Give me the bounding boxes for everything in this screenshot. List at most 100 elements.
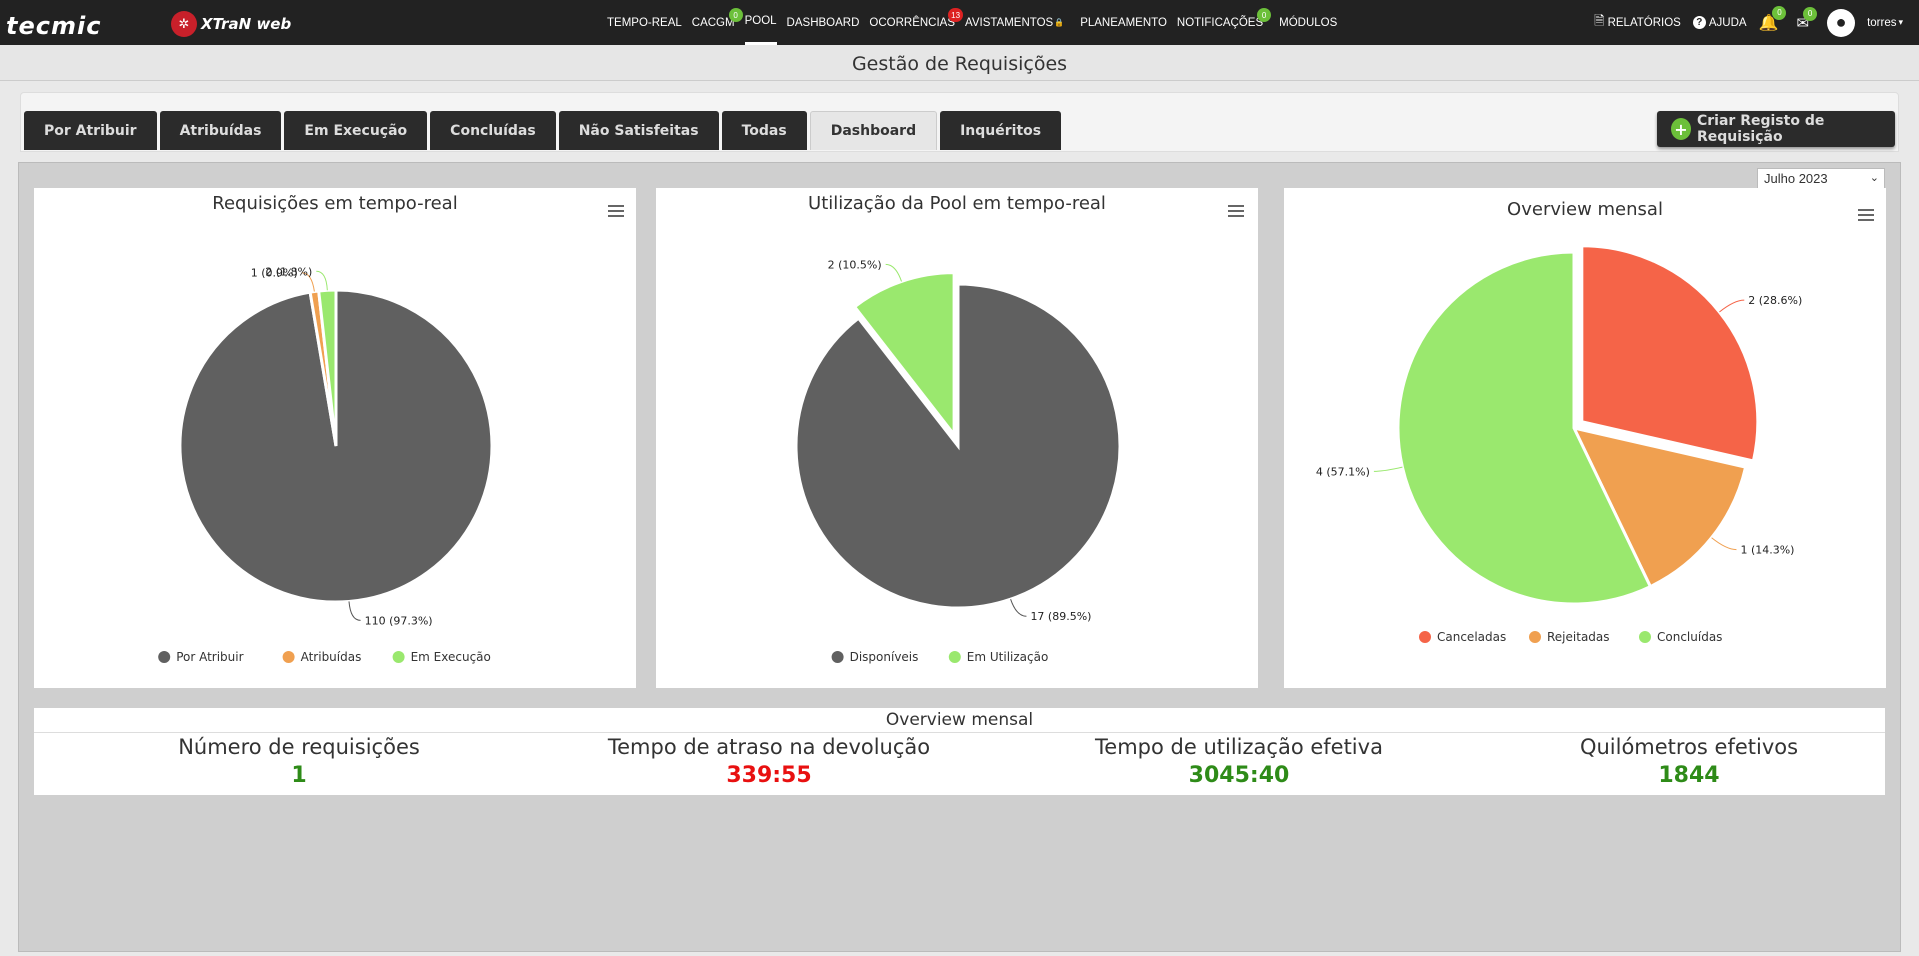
document-icon: 🗎 bbox=[1594, 12, 1605, 28]
ocorrencias-count-badge: 13 bbox=[948, 8, 964, 22]
pie-slice[interactable] bbox=[1571, 425, 1748, 589]
chevron-down-icon: ▾ bbox=[1898, 17, 1903, 27]
main-nav: TEMPO-REAL CACGM 0 POOL DASHBOARD OCORRÊN… bbox=[607, 0, 1347, 45]
data-label-connector bbox=[1719, 299, 1745, 313]
legend-marker[interactable] bbox=[1529, 631, 1541, 643]
bell-count-badge: 0 bbox=[1772, 5, 1787, 20]
user-avatar-icon: ● bbox=[1827, 8, 1856, 37]
legend-marker[interactable] bbox=[1639, 631, 1651, 643]
chart-menu-icon[interactable] bbox=[608, 205, 624, 217]
metric-value: 339:55 bbox=[726, 763, 812, 788]
pie-slice[interactable] bbox=[1396, 250, 1653, 606]
legend-item[interactable]: Concluídas bbox=[1657, 630, 1722, 644]
legend-marker[interactable] bbox=[282, 651, 295, 663]
tab-nao-satisfeitas[interactable]: Não Satisfeitas bbox=[558, 111, 719, 150]
nav-item-notificacoes[interactable]: NOTIFICAÇÕES 0 bbox=[1177, 0, 1272, 45]
legend-marker[interactable] bbox=[831, 651, 844, 663]
nav-item-ocorrencias[interactable]: OCORRÊNCIAS 13 bbox=[869, 0, 964, 45]
summary-title: Overview mensal bbox=[34, 708, 1885, 733]
bell-icon: 🔔 bbox=[1758, 14, 1779, 32]
data-label: 1 (0.9%) bbox=[251, 267, 298, 280]
chart-card-overview: Overview mensal 2 (28.6%) 1 (14.3%) 4 (57.… bbox=[1284, 188, 1886, 688]
data-label: 2 (10.5%) bbox=[828, 258, 882, 271]
data-label-connector bbox=[301, 272, 315, 292]
nav-right: 🗎 RELATÓRIOS ? AJUDA 🔔 0 ✉ 0 ● torres ▾ bbox=[1582, 0, 1903, 45]
legend-marker[interactable] bbox=[948, 651, 961, 663]
chart-card-requisicoes: Requisições em tempo-real 110 (97.3%) 1 (… bbox=[34, 188, 636, 688]
tab-dashboard[interactable]: Dashboard bbox=[809, 111, 938, 150]
chart-svg: 2 (28.6%) 1 (14.3%) 4 (57.1%) Canceladas Rej… bbox=[1316, 244, 1802, 644]
pie-slice[interactable] bbox=[1580, 244, 1760, 463]
legend-marker[interactable] bbox=[1419, 631, 1431, 643]
metric-label: Quilómetros efetivos bbox=[1579, 735, 1799, 759]
legend-item[interactable]: Atribuídas bbox=[301, 650, 362, 664]
nav-item-planeamento[interactable]: PLANEAMENTO bbox=[1080, 16, 1167, 29]
tab-concluidas[interactable]: Concluídas bbox=[430, 111, 556, 150]
pie-slice[interactable] bbox=[317, 288, 338, 447]
tab-inqueritos[interactable]: Inquéritos bbox=[940, 111, 1062, 150]
chart-title: Overview mensal bbox=[1507, 199, 1663, 220]
data-label: 1 (14.3%) bbox=[1740, 544, 1794, 557]
user-menu[interactable]: ● torres ▾ bbox=[1827, 8, 1903, 37]
metric-tempo-atraso: Tempo de atraso na devolução 339:55 bbox=[549, 735, 989, 788]
month-select[interactable]: Julho 2023 ⌄ bbox=[1757, 168, 1885, 189]
chart-svg: 110 (97.3%) 1 (0.9%)2 (1.8%) Por Atribuir A… bbox=[158, 265, 494, 664]
data-label: 2 (1.8%) bbox=[265, 265, 312, 278]
notifications-button[interactable]: 🔔 0 bbox=[1758, 5, 1787, 33]
pie-slice[interactable] bbox=[794, 282, 1122, 610]
tab-todas[interactable]: Todas bbox=[721, 111, 807, 150]
lock-icon: 🔒 bbox=[1054, 18, 1065, 27]
data-label-connector bbox=[348, 601, 361, 621]
chart-menu-icon[interactable] bbox=[1228, 205, 1244, 217]
data-label-connector bbox=[1010, 599, 1027, 617]
metric-label: Número de requisições bbox=[178, 735, 420, 759]
data-label-connector bbox=[1711, 537, 1737, 551]
question-icon: ? bbox=[1692, 16, 1706, 29]
notificacoes-count-badge: 0 bbox=[1257, 8, 1272, 22]
data-label: 4 (57.1%) bbox=[1316, 465, 1370, 478]
data-label-connector bbox=[1373, 466, 1403, 472]
top-navbar: tecmic ✲ XTraN web TEMPO-REAL CACGM 0 POO… bbox=[0, 0, 1919, 45]
data-label-connector bbox=[885, 263, 902, 282]
legend-marker[interactable] bbox=[392, 651, 405, 663]
legend-item[interactable]: Rejeitadas bbox=[1547, 630, 1610, 644]
help-link[interactable]: ? AJUDA bbox=[1692, 16, 1747, 29]
chart-menu-icon[interactable] bbox=[1858, 209, 1874, 221]
legend-marker[interactable] bbox=[158, 651, 171, 663]
nav-item-dashboard[interactable]: DASHBOARD bbox=[786, 16, 860, 29]
metric-numero-requisicoes: Número de requisições 1 bbox=[114, 735, 484, 788]
reports-link[interactable]: 🗎 RELATÓRIOS bbox=[1594, 12, 1681, 34]
nav-item-cacgm[interactable]: CACGM 0 bbox=[692, 0, 743, 45]
tecmic-logo[interactable]: tecmic bbox=[6, 12, 102, 40]
legend-item[interactable]: Disponíveis bbox=[850, 650, 919, 664]
messages-button[interactable]: ✉ 0 bbox=[1796, 6, 1818, 32]
create-request-button[interactable]: + Criar Registo de Requisição bbox=[1657, 111, 1895, 147]
nav-item-modulos[interactable]: MÓDULOS bbox=[1279, 16, 1338, 29]
monthly-summary: Overview mensal Número de requisições 1 … bbox=[34, 708, 1885, 795]
legend-item[interactable]: Em Utilização bbox=[967, 650, 1049, 664]
metric-label: Tempo de atraso na devolução bbox=[607, 735, 931, 759]
nav-item-tempo-real[interactable]: TEMPO-REAL bbox=[607, 16, 682, 29]
cacgm-count-badge: 0 bbox=[728, 8, 743, 22]
xtran-logo[interactable]: ✲ XTraN web bbox=[171, 9, 291, 39]
tab-por-atribuir[interactable]: Por Atribuir bbox=[24, 111, 157, 150]
tab-atribuidas[interactable]: Atribuídas bbox=[159, 111, 282, 150]
legend-item[interactable]: Por Atribuir bbox=[176, 650, 243, 664]
metric-value: 1 bbox=[291, 763, 307, 788]
metric-quilometros: Quilómetros efetivos 1844 bbox=[1504, 735, 1874, 788]
pie-slice[interactable] bbox=[852, 271, 956, 440]
legend-item[interactable]: Canceladas bbox=[1437, 630, 1506, 644]
legend-item[interactable]: Em Execução bbox=[411, 650, 491, 664]
nav-item-avistamentos[interactable]: AVISTAMENTOS 🔒 bbox=[965, 16, 1065, 29]
nav-item-pool[interactable]: POOL bbox=[744, 0, 777, 45]
metric-tempo-utilizacao: Tempo de utilização efetiva 3045:40 bbox=[1024, 735, 1454, 788]
metric-value: 1844 bbox=[1658, 763, 1720, 788]
mail-count-badge: 0 bbox=[1803, 6, 1818, 21]
metric-label: Tempo de utilização efetiva bbox=[1095, 735, 1383, 759]
tab-em-execucao[interactable]: Em Execução bbox=[284, 111, 428, 150]
metric-value: 3045:40 bbox=[1188, 763, 1290, 788]
plus-icon: + bbox=[1671, 118, 1691, 140]
xtran-logo-text: XTraN web bbox=[201, 14, 292, 33]
xtran-emblem-icon: ✲ bbox=[171, 11, 197, 37]
tab-bar: Por Atribuir Atribuídas Em Execução Conc… bbox=[24, 111, 1064, 150]
